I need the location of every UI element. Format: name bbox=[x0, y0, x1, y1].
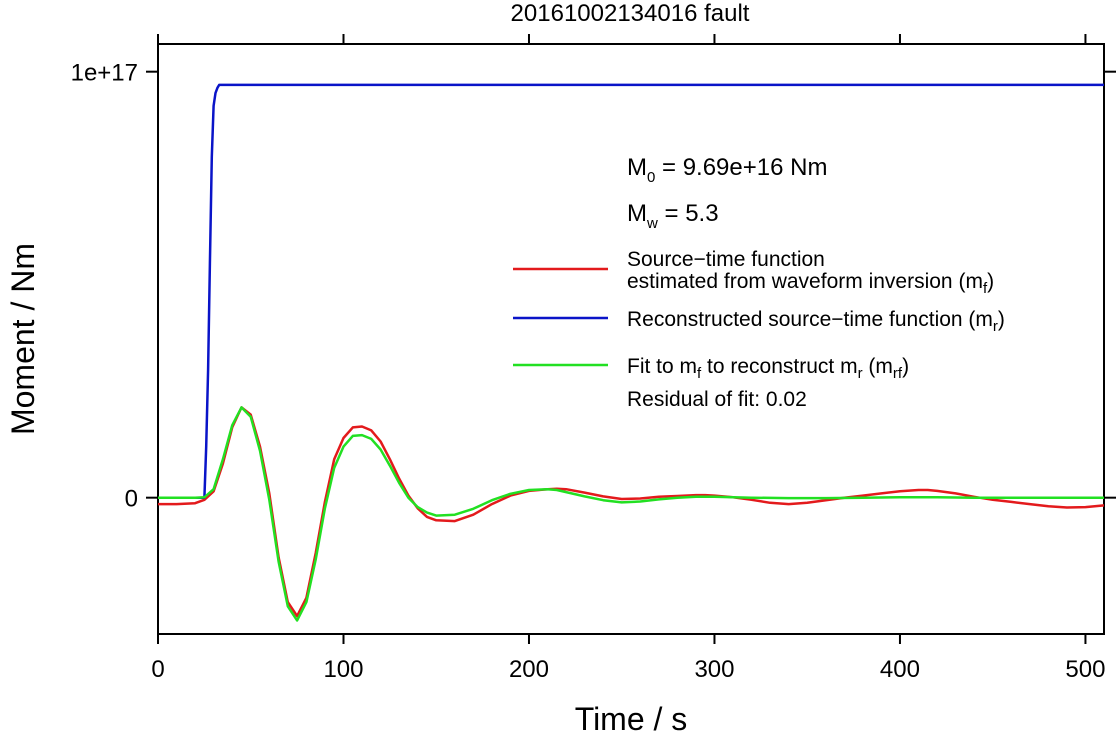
x-tick-label-4: 400 bbox=[880, 656, 920, 683]
m0-value: = 9.69e+16 Nm bbox=[655, 154, 827, 181]
y-axis-label: Moment / Nm bbox=[5, 243, 41, 435]
series-mrf-line bbox=[158, 406, 1104, 622]
residual-annotation: Residual of fit: 0.02 bbox=[627, 388, 807, 411]
legend-label-mrf: Fit to mf to reconstruct mr (mrf) bbox=[627, 355, 909, 382]
mw-subscript: w bbox=[646, 215, 658, 232]
series-mf-line bbox=[158, 406, 1105, 618]
legend: Source−time function estimated from wave… bbox=[513, 248, 1005, 411]
x-tick-label-5: 500 bbox=[1065, 656, 1105, 683]
plot-frame bbox=[157, 43, 1105, 635]
moment-magnitude-annotation: Mw = 5.3 bbox=[627, 200, 719, 232]
series-mr-line bbox=[158, 83, 1104, 499]
x-tick-label-1: 100 bbox=[323, 656, 363, 683]
x-tick-label-2: 200 bbox=[509, 656, 549, 683]
seismic-moment-annotation: M0 = 9.69e+16 Nm bbox=[627, 154, 827, 186]
y-tick-label-1: 1e+17 bbox=[71, 60, 138, 87]
mw-value: = 5.3 bbox=[658, 200, 719, 227]
x-tick-label-0: 0 bbox=[151, 656, 164, 683]
legend-label-mr: Reconstructed source−time function (mr) bbox=[627, 308, 1005, 335]
series-layer bbox=[158, 83, 1105, 622]
legend-label-mf-line2: estimated from waveform inversion (mf) bbox=[627, 270, 994, 297]
x-axis-label: Time / s bbox=[575, 701, 688, 736]
x-tick-label-3: 300 bbox=[694, 656, 734, 683]
m0-symbol: M bbox=[627, 154, 647, 181]
m0-subscript: 0 bbox=[647, 169, 655, 186]
legend-label-mf-line1: Source−time function bbox=[627, 248, 825, 271]
mw-symbol: M bbox=[627, 200, 647, 227]
y-tick-label-0: 0 bbox=[125, 486, 138, 513]
x-axis: 0 100 200 300 400 500 bbox=[151, 34, 1105, 683]
chart-title: 20161002134016 fault bbox=[511, 0, 750, 27]
y-axis: 0 1e+17 bbox=[71, 60, 1116, 513]
